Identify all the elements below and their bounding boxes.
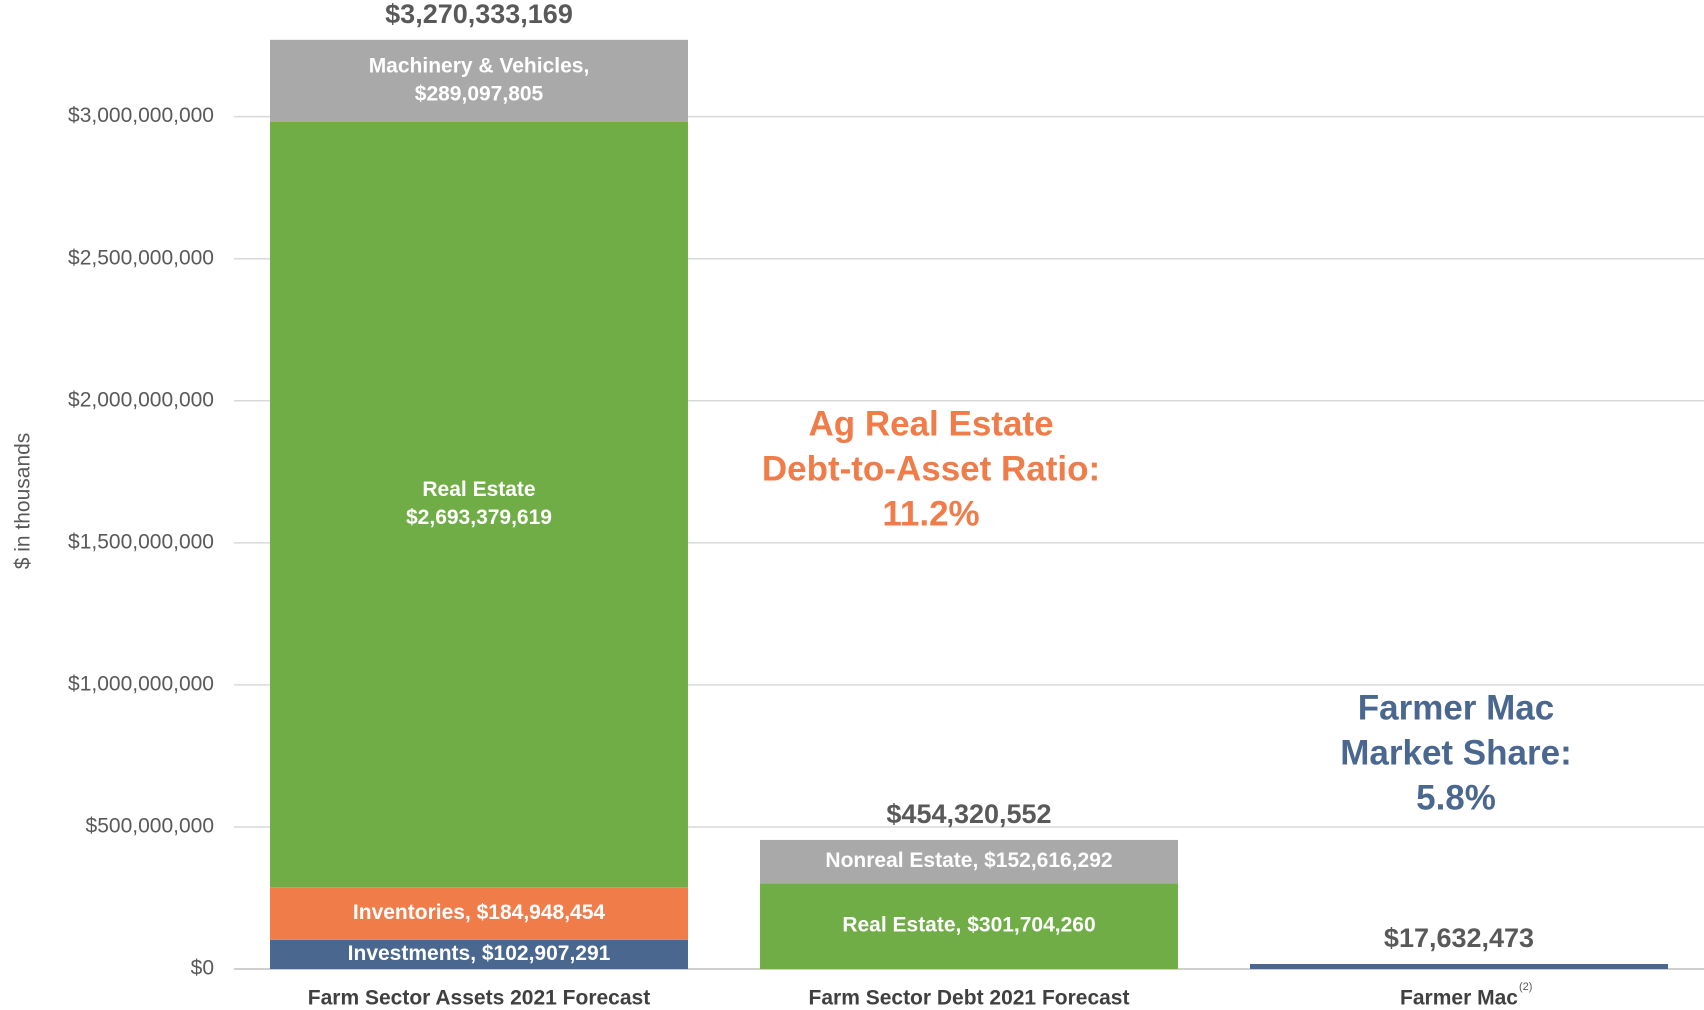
annotation: Ag Real Estate — [808, 404, 1053, 443]
y-tick-label: $3,000,000,000 — [68, 104, 214, 127]
bar-segment — [1250, 963, 1668, 969]
bar-segment — [270, 939, 688, 969]
x-tick-label: Farm Sector Assets 2021 Forecast — [308, 987, 650, 1010]
y-tick-label: $500,000,000 — [86, 814, 214, 837]
annotation: Market Share: — [1340, 733, 1571, 772]
bar-segment — [270, 39, 688, 122]
segment-label: Real Estate, $301,704,260 — [842, 914, 1095, 937]
x-tick-label: Farmer Mac — [1400, 987, 1518, 1010]
y-tick-label: $1,000,000,000 — [68, 672, 214, 695]
annotation: 11.2% — [882, 494, 979, 533]
segment-label: Machinery & Vehicles, — [369, 54, 590, 77]
segment-label: $289,097,805 — [415, 82, 544, 105]
y-tick-label: $1,500,000,000 — [68, 530, 214, 553]
segment-label: Real Estate — [422, 478, 535, 501]
total-label: $3,270,333,169 — [385, 0, 573, 29]
bar-segment — [270, 121, 688, 888]
y-tick-label: $0 — [191, 957, 214, 980]
annotation: Farmer Mac — [1358, 688, 1554, 727]
segment-label: Nonreal Estate, $152,616,292 — [825, 849, 1112, 872]
bar-segment — [760, 839, 1178, 884]
bar-segment — [760, 883, 1178, 969]
y-axis-label: $ in thousands — [12, 433, 35, 570]
annotation: 5.8% — [1416, 778, 1496, 817]
category-note: (2) — [1519, 981, 1532, 993]
annotation: Debt-to-Asset Ratio: — [762, 449, 1100, 488]
segment-label: Investments, $102,907,291 — [348, 942, 611, 965]
y-tick-label: $2,500,000,000 — [68, 246, 214, 269]
bar-segment — [270, 887, 688, 940]
segment-label: Inventories, $184,948,454 — [353, 901, 605, 924]
y-tick-label: $2,000,000,000 — [68, 388, 214, 411]
x-tick-label: Farm Sector Debt 2021 Forecast — [809, 987, 1130, 1010]
segment-label: $2,693,379,619 — [406, 506, 552, 529]
total-label: $17,632,473 — [1384, 923, 1534, 953]
total-label: $454,320,552 — [886, 799, 1051, 829]
